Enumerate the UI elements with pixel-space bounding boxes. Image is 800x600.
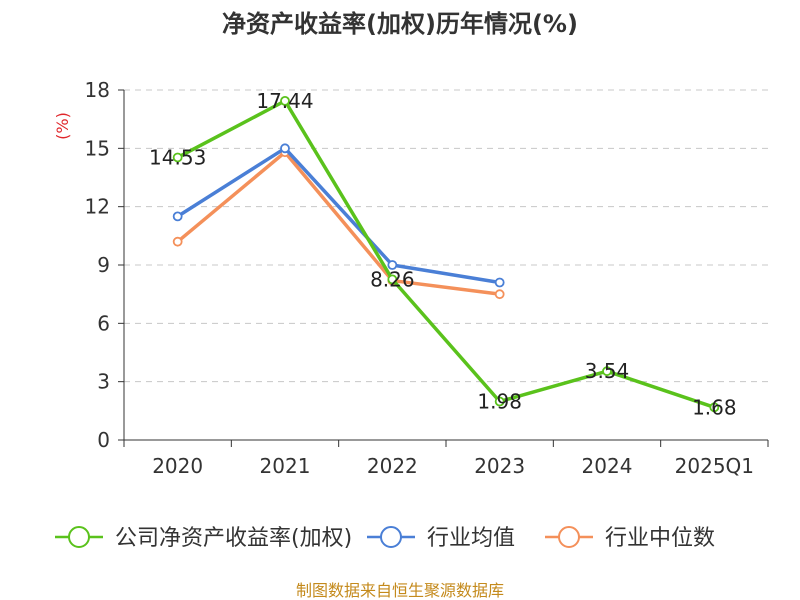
x-tick-label: 2020 [152, 454, 203, 478]
data-point [280, 143, 290, 154]
y-tick-label: 0 [97, 428, 110, 452]
y-tick-label: 3 [97, 370, 110, 394]
series-line [175, 99, 717, 410]
legend-item[interactable]: 行业均值 [367, 526, 515, 551]
y-tick-label: 9 [97, 253, 110, 277]
x-tick-label: 2021 [260, 454, 311, 478]
data-label: 8.26 [370, 267, 415, 291]
x-tick-label: 2024 [582, 454, 633, 478]
y-tick-label: 18 [85, 78, 110, 102]
data-point [494, 277, 505, 288]
data-point [494, 396, 505, 407]
data-source-note: 制图数据来自恒生聚源数据库 [296, 581, 504, 600]
legend-circle-marker [68, 526, 90, 548]
data-label: 3.54 [585, 359, 630, 383]
y-axis-label: (%) [53, 112, 72, 140]
chart-title: 净资产收益率(加权)历年情况(%) [222, 10, 578, 38]
series-line [175, 150, 502, 296]
data-point [709, 402, 720, 413]
x-tick-label: 2025Q1 [675, 454, 754, 478]
data-point [387, 274, 398, 285]
data-point [494, 289, 505, 300]
data-point [172, 152, 183, 163]
legend[interactable]: 公司净资产收益率(加权) 行业均值 行业中位数 [55, 526, 715, 551]
legend-label: 行业均值 [427, 526, 515, 551]
axes: 0 3 6 9 12 15 18 2020 2021 2022 2023 2024 2025Q1 [85, 78, 769, 478]
data-point [280, 95, 290, 106]
legend-item[interactable]: 公司净资产收益率(加权) [55, 526, 352, 551]
legend-circle-marker [380, 526, 402, 548]
x-tick-label: 2023 [474, 454, 525, 478]
legend-circle-marker [558, 526, 580, 548]
data-label: 14.53 [149, 145, 206, 169]
legend-label: 公司净资产收益率(加权) [115, 526, 352, 551]
y-tick-label: 12 [85, 195, 110, 219]
legend-item[interactable]: 行业中位数 [545, 526, 715, 551]
legend-label: 行业中位数 [605, 526, 715, 551]
y-tick-label: 15 [85, 136, 110, 160]
data-point [387, 260, 398, 270]
series-line [175, 146, 502, 285]
gridlines [124, 89, 768, 383]
data-point [172, 211, 183, 222]
y-tick-label: 6 [97, 311, 110, 335]
data-label: 1.68 [692, 395, 737, 419]
series-lines [172, 95, 720, 413]
data-labels: 14.53 17.44 8.26 1.98 3.54 1.68 [149, 89, 737, 419]
data-point [172, 236, 183, 247]
data-label: 17.44 [256, 89, 313, 113]
data-label: 1.98 [477, 390, 522, 414]
data-point [602, 366, 612, 377]
x-tick-label: 2022 [367, 454, 418, 478]
